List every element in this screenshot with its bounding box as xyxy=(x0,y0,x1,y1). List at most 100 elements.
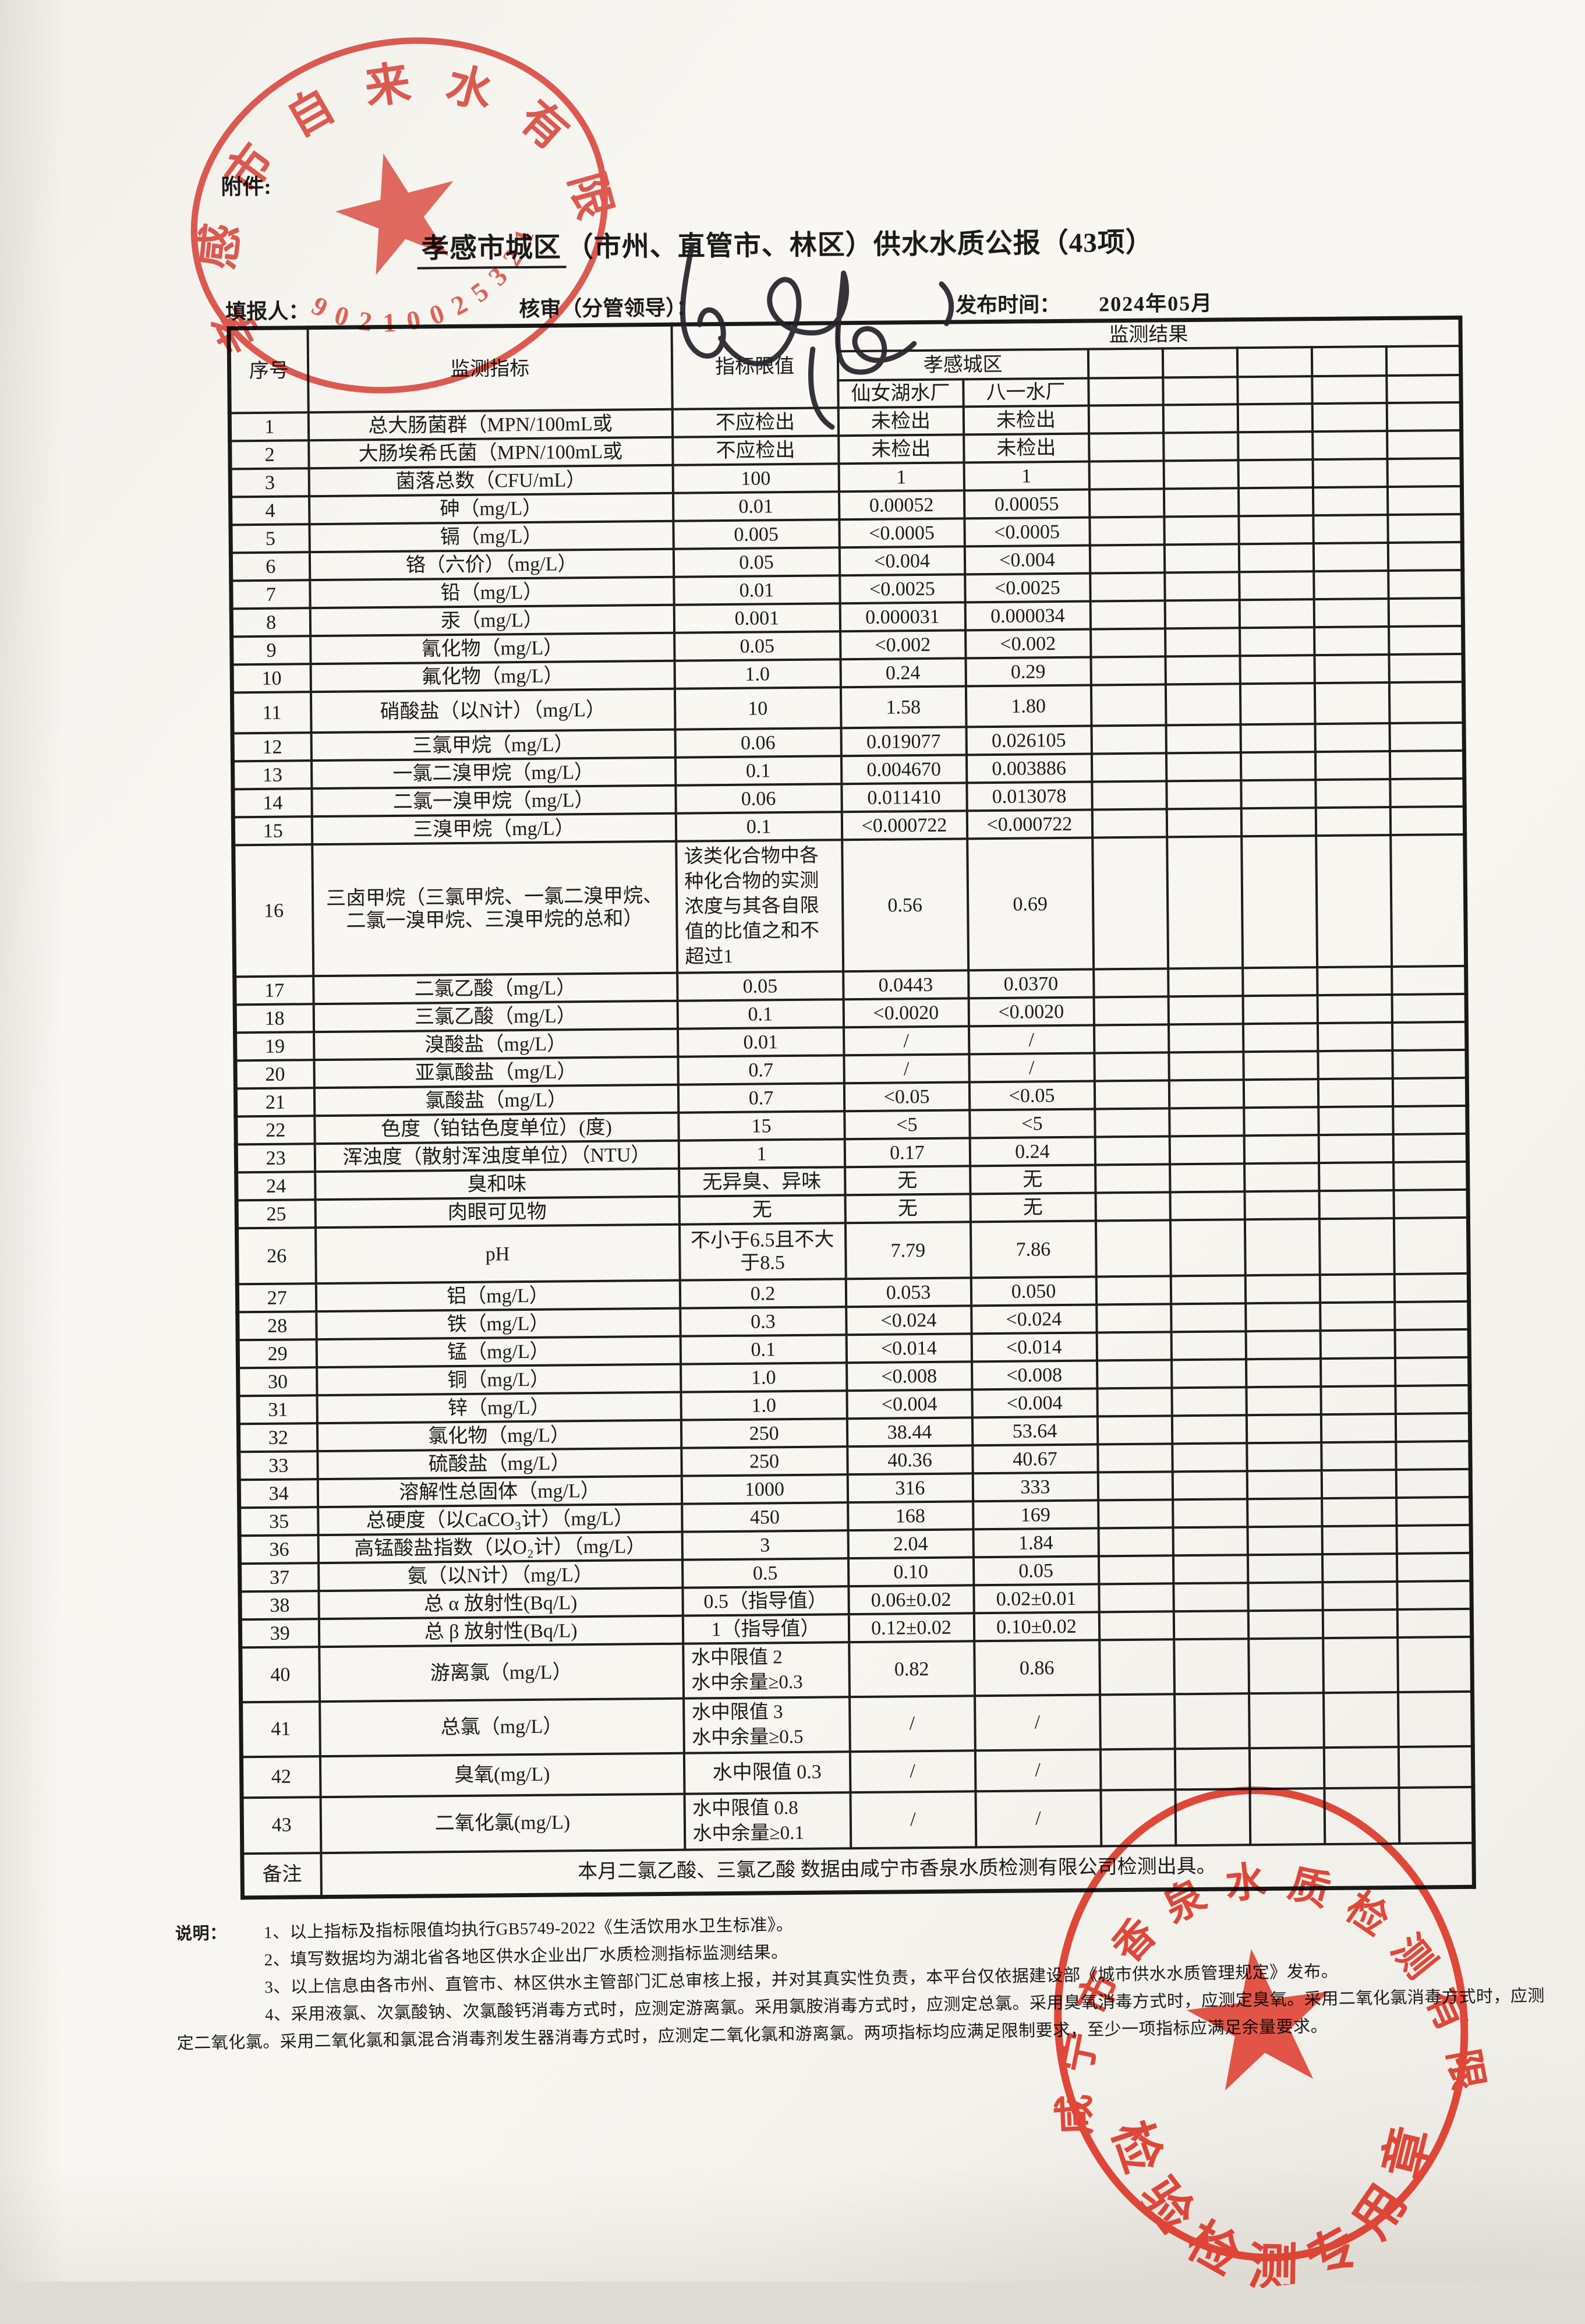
indicator-cell: 总氯（mg/L） xyxy=(319,1698,684,1756)
empty-cell xyxy=(1318,1190,1394,1219)
plant1-value: 0.053 xyxy=(845,1278,971,1307)
plant2-value: 0.026105 xyxy=(966,726,1092,755)
limit-cell: 无异臭、异味 xyxy=(678,1167,845,1197)
empty-cell xyxy=(1386,375,1462,404)
plant1-value: 0.019077 xyxy=(841,727,967,756)
empty-cell xyxy=(1321,1498,1397,1527)
empty-cell xyxy=(1163,488,1239,517)
empty-cell xyxy=(1244,1219,1320,1276)
empty-cell xyxy=(1324,1746,1399,1788)
plant2-value: 0.02±0.01 xyxy=(973,1584,1099,1614)
empty-cell xyxy=(1318,1162,1393,1191)
empty-cell xyxy=(1238,487,1313,517)
empty-cell xyxy=(1322,1554,1397,1583)
empty-cell xyxy=(1172,1471,1247,1500)
limit-cell: 0.01 xyxy=(677,1027,844,1057)
plant2-value: <0.05 xyxy=(969,1081,1095,1110)
empty-cell xyxy=(1090,600,1165,629)
empty-cell xyxy=(1386,402,1462,431)
empty-cell xyxy=(1393,1134,1468,1163)
empty-cell xyxy=(1243,1079,1318,1108)
empty-cell xyxy=(1167,968,1243,997)
plant2-value: <0.004 xyxy=(964,545,1090,575)
empty-cell xyxy=(1098,1499,1173,1529)
plant2-value: 1 xyxy=(964,461,1089,491)
empty-cell xyxy=(1314,655,1389,684)
limit-cell: 450 xyxy=(681,1502,848,1532)
empty-cell xyxy=(1097,1444,1173,1473)
empty-cell xyxy=(1322,1526,1397,1555)
plant2-value: / xyxy=(968,1053,1095,1083)
plant1-value: 未检出 xyxy=(838,434,964,464)
indicator-cell: 游离氯（mg/L） xyxy=(319,1643,684,1702)
empty-cell xyxy=(1392,1022,1467,1051)
limit-cell: 0.7 xyxy=(677,1055,844,1085)
row-number: 10 xyxy=(232,664,311,693)
empty-cell xyxy=(1396,1581,1472,1610)
empty-cell xyxy=(1240,780,1316,809)
empty-cell xyxy=(1094,1052,1169,1081)
empty-cell xyxy=(1172,1499,1248,1528)
plant1-value: 0.00052 xyxy=(839,490,964,520)
empty-cell xyxy=(1089,544,1165,574)
row-number: 24 xyxy=(236,1172,316,1201)
indicator-cell: 臭氧(mg/L) xyxy=(320,1753,684,1797)
empty-cell xyxy=(1096,1332,1172,1361)
empty-cell xyxy=(1091,753,1166,782)
empty-cell xyxy=(1168,996,1243,1025)
empty-cell xyxy=(1321,1442,1396,1471)
empty-cell xyxy=(1395,1385,1470,1414)
plant2-value: 40.67 xyxy=(972,1444,1098,1474)
plant2-value: <0.014 xyxy=(971,1332,1097,1362)
plant2-value: 0.013078 xyxy=(966,781,1092,811)
empty-cell xyxy=(1394,1301,1470,1331)
empty-cell xyxy=(1237,404,1312,433)
empty-cell xyxy=(1321,1470,1396,1499)
row-number: 20 xyxy=(235,1060,314,1089)
empty-cell xyxy=(1319,1302,1395,1331)
empty-cell xyxy=(1396,1469,1471,1498)
empty-cell xyxy=(1166,780,1241,809)
limit-cell: 1000 xyxy=(681,1474,848,1504)
indicator-cell: 三氯甲烷（mg/L） xyxy=(311,729,675,761)
indicator-cell: 色度（铂钴色度单位）(度) xyxy=(314,1112,679,1144)
indicator-cell: 一氯二溴甲烷（mg/L） xyxy=(311,757,675,789)
empty-cell xyxy=(1173,1611,1248,1640)
indicator-cell: 硝酸盐（以N计）（mg/L） xyxy=(310,688,675,733)
water-quality-table: 序号 监测指标 指标限值 监测结果 孝感城区 仙女湖水厂 八一水厂 xyxy=(227,315,1477,1900)
plant1-value: 0.12±0.02 xyxy=(848,1613,974,1643)
empty-cell xyxy=(1237,376,1312,405)
empty-cell xyxy=(1174,1788,1250,1846)
indicator-cell: 铜（mg/L） xyxy=(316,1364,681,1396)
empty-cell xyxy=(1095,1192,1170,1221)
empty-cell xyxy=(1322,1637,1398,1693)
empty-cell xyxy=(1092,837,1168,970)
limit-cell: 0.2 xyxy=(680,1279,846,1308)
plant2-value: 未检出 xyxy=(963,405,1089,435)
plant1-value: 0.011410 xyxy=(841,783,967,812)
empty-cell xyxy=(1240,724,1315,753)
plant1-value: 无 xyxy=(845,1194,971,1223)
empty-cell xyxy=(1388,598,1463,627)
indicator-cell: 三氯乙酸（mg/L） xyxy=(313,1000,678,1032)
row-number: 34 xyxy=(239,1479,318,1508)
empty-cell xyxy=(1238,459,1313,489)
row-number: 30 xyxy=(238,1367,317,1396)
plant2-value: 169 xyxy=(972,1500,1099,1530)
plant2-value: <0.0025 xyxy=(964,573,1091,603)
empty-cell xyxy=(1312,403,1387,432)
empty-cell xyxy=(1094,996,1169,1025)
empty-cell xyxy=(1317,995,1392,1024)
empty-cell xyxy=(1089,572,1165,602)
empty-cell xyxy=(1090,628,1165,657)
plant1-value: <0.05 xyxy=(844,1082,970,1112)
empty-cell xyxy=(1239,571,1314,600)
plant2-value: 53.64 xyxy=(972,1416,1098,1446)
plant2-value: 无 xyxy=(970,1165,1096,1194)
empty-cell xyxy=(1315,779,1391,808)
title-rest: （市州、直管市、林区）供水水质公报（43项） xyxy=(565,227,1154,263)
indicator-cell: 铝（mg/L） xyxy=(316,1280,680,1312)
indicator-cell: 氯化物（mg/L） xyxy=(317,1420,681,1452)
row-number: 38 xyxy=(239,1591,319,1620)
plant1-value: / xyxy=(843,1054,970,1084)
